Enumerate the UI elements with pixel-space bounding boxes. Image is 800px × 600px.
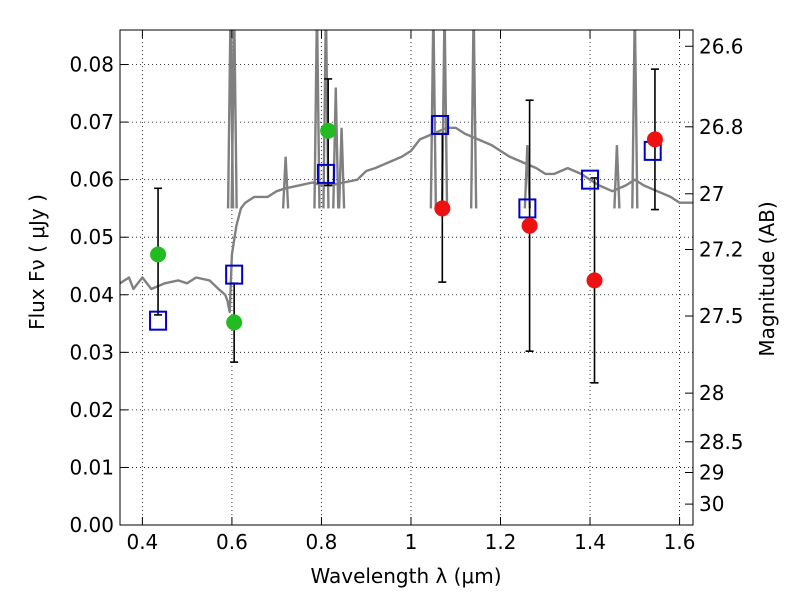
x-tick-label: 1.6 — [664, 530, 696, 554]
emission-line-spike — [337, 127, 346, 209]
emission-line-spike — [429, 30, 438, 209]
y-tick-label: 0.06 — [69, 168, 114, 192]
infrared-point — [521, 217, 538, 234]
plot-area — [120, 30, 693, 384]
infrared-point — [434, 200, 451, 217]
plot-frame — [119, 29, 694, 526]
infrared-point — [586, 272, 603, 289]
optical-point — [226, 314, 243, 331]
x-tick-label: 1.4 — [574, 530, 606, 554]
model-square-marker — [225, 264, 244, 285]
right-tick-label: 27 — [699, 182, 724, 206]
emission-line-spike — [613, 145, 621, 209]
model-square-marker — [518, 198, 537, 219]
y-tick-label: 0.05 — [69, 225, 114, 249]
y-tick-label: 0.08 — [69, 53, 114, 77]
right-axis-label: Magnitude (AB) — [755, 201, 779, 356]
model-square-marker — [316, 163, 335, 184]
y-axis-label: Flux Fν ( μJy ) — [25, 194, 49, 330]
right-tick-label: 28.5 — [699, 430, 744, 454]
right-tick-label: 27.2 — [699, 238, 744, 262]
x-tick-label: 0.4 — [126, 530, 158, 554]
y-tick-label: 0.07 — [69, 110, 114, 134]
right-tick-label: 30 — [699, 492, 724, 516]
emission-line-spike — [313, 30, 321, 209]
x-tick-label: 1 — [405, 530, 418, 554]
emission-line-spike — [469, 30, 478, 209]
grid-lines — [120, 30, 693, 526]
right-tick-label: 27.5 — [699, 304, 744, 328]
axis-ticks: 0.4 0.6 0.8 1 1.2 1.4 1.6 0.00 0.01 0.02 0.03 0.04 0… — [69, 30, 744, 554]
emission-line-spike — [230, 30, 238, 209]
optical-point — [150, 246, 167, 263]
right-tick-label: 29 — [699, 461, 724, 485]
right-tick-label: 28 — [699, 381, 724, 405]
model-square-marker — [149, 310, 168, 331]
right-tick-label: 26.8 — [699, 115, 744, 139]
y-tick-label: 0.01 — [69, 455, 114, 479]
right-tick-label: 26.6 — [699, 34, 744, 58]
plot-background — [120, 30, 693, 525]
x-tick-label: 0.6 — [216, 530, 248, 554]
emission-line-spike — [631, 30, 639, 209]
y-tick-label: 0.04 — [69, 283, 114, 307]
model-square-marker — [431, 114, 450, 135]
x-tick-label: 0.8 — [306, 530, 338, 554]
model-square-marker — [581, 169, 600, 190]
emission-line-spike — [281, 156, 290, 209]
y-tick-label: 0.00 — [69, 513, 114, 537]
y-tick-label: 0.03 — [69, 340, 114, 364]
infrared-point — [646, 131, 663, 148]
spectrum-line — [120, 126, 693, 314]
y-tick-label: 0.02 — [69, 398, 114, 422]
x-axis-label: Wavelength λ (μm) — [310, 564, 501, 588]
optical-point — [320, 122, 337, 139]
x-tick-label: 1.2 — [485, 530, 517, 554]
